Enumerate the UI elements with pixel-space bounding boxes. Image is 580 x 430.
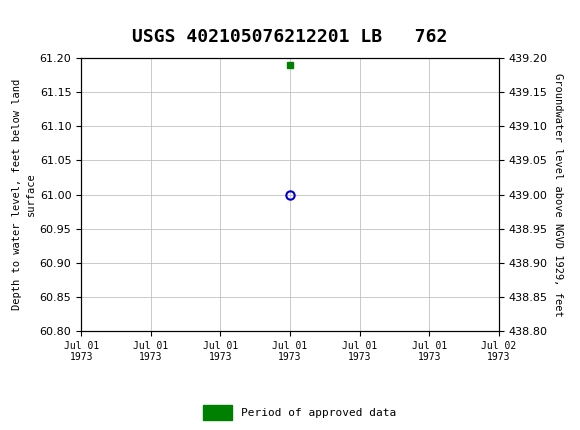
Bar xyxy=(203,405,232,421)
Text: USGS: USGS xyxy=(90,12,154,33)
Bar xyxy=(7,4,82,41)
Text: Period of approved data: Period of approved data xyxy=(241,408,396,418)
Text: USGS 402105076212201 LB   762: USGS 402105076212201 LB 762 xyxy=(132,28,448,46)
Y-axis label: Depth to water level, feet below land
surface: Depth to water level, feet below land su… xyxy=(12,79,35,310)
Y-axis label: Groundwater level above NGVD 1929, feet: Groundwater level above NGVD 1929, feet xyxy=(553,73,563,316)
